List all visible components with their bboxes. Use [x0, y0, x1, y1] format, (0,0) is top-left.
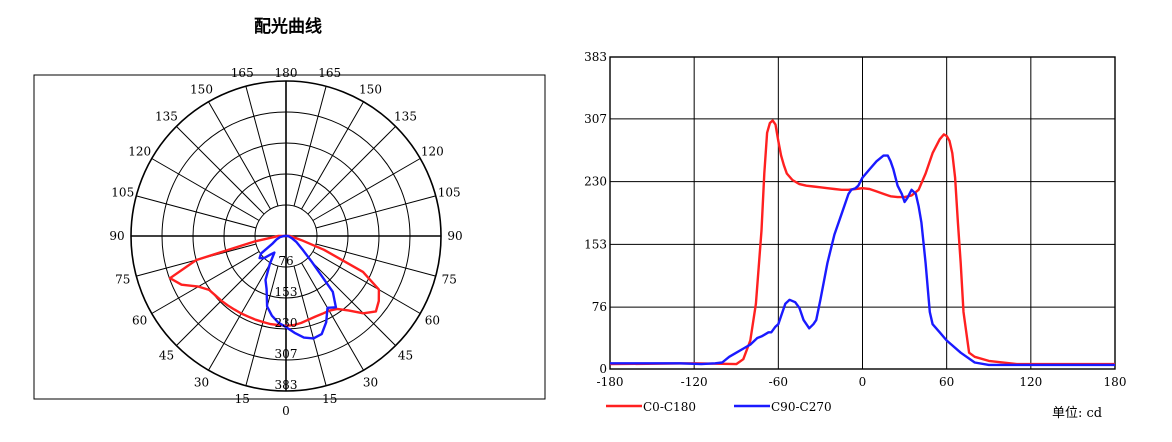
- angle-label: 45: [159, 349, 174, 363]
- polar-spoke: [245, 265, 279, 386]
- polar-spoke: [307, 126, 396, 215]
- angle-label: 150: [190, 83, 213, 97]
- polar-spoke: [307, 257, 396, 346]
- angle-label: 90: [109, 229, 124, 243]
- cartesian-grid: [609, 56, 1116, 370]
- y-tick-label: 230: [584, 175, 607, 189]
- radial-tick-label: 153: [275, 285, 298, 299]
- y-tick-label: 383: [584, 50, 607, 64]
- angle-label: 120: [421, 145, 444, 159]
- angle-label: 45: [398, 349, 413, 363]
- x-tick-label: -180: [597, 375, 624, 389]
- chart-title: 配光曲线: [254, 17, 322, 37]
- cartesian-series: [609, 119, 1115, 367]
- polar-spoke: [301, 262, 364, 371]
- x-tick-label: 180: [1104, 375, 1127, 389]
- polar-spoke: [315, 195, 436, 229]
- legend: C0-C180 C90-C270: [606, 400, 832, 414]
- radial-tick-label: 76: [278, 254, 293, 268]
- polar-spoke: [293, 86, 327, 207]
- angle-label: 60: [425, 314, 440, 328]
- polar-grid: [130, 80, 442, 392]
- angle-label: 75: [115, 273, 130, 287]
- radial-tick-label: 383: [275, 378, 298, 392]
- legend-label: C0-C180: [643, 400, 696, 414]
- polar-series-c90-c270: [258, 234, 338, 340]
- polar-chart: 1651501351201059075604530151651501351201…: [33, 66, 546, 418]
- y-tick-label: 153: [584, 237, 607, 251]
- x-tick-label: -120: [681, 375, 708, 389]
- angle-label: 165: [231, 66, 254, 80]
- x-tick-label: 120: [1019, 375, 1042, 389]
- radial-tick-label: 230: [275, 316, 298, 330]
- angle-label: 150: [359, 83, 382, 97]
- series-line-c90-c270: [610, 154, 1115, 367]
- angle-label: 75: [442, 273, 457, 287]
- polar-spoke: [245, 86, 279, 207]
- cartesian-labels: -180 -120 -60 0 60 120 180 0 76 153 230 307 383: [584, 50, 1126, 389]
- polar-spoke: [151, 158, 260, 221]
- angle-label: 30: [363, 375, 378, 389]
- polar-spoke: [176, 126, 265, 215]
- angle-label: 135: [394, 109, 417, 123]
- x-tick-label: 0: [859, 375, 867, 389]
- x-tick-label: 60: [939, 375, 954, 389]
- polar-spoke: [136, 195, 257, 229]
- polar-spoke: [315, 243, 436, 277]
- y-tick-label: 0: [599, 362, 607, 376]
- angle-label: 15: [322, 392, 337, 406]
- angle-label: 90: [447, 229, 462, 243]
- polar-spoke: [151, 251, 260, 314]
- polar-series-c0-c180: [168, 234, 381, 327]
- polar-spoke: [176, 257, 265, 346]
- polar-spoke: [301, 101, 364, 210]
- angle-label: 120: [128, 145, 151, 159]
- polar-spoke: [312, 158, 421, 221]
- angle-label: 30: [194, 375, 209, 389]
- angle-label: 15: [235, 392, 250, 406]
- angle-label: 105: [111, 185, 134, 199]
- angle-label: 135: [155, 109, 178, 123]
- y-tick-label: 76: [592, 300, 607, 314]
- polar-series: [168, 234, 381, 340]
- polar-spoke: [208, 262, 271, 371]
- unit-label: 单位: cd: [1052, 406, 1103, 421]
- angle-label: 60: [132, 314, 147, 328]
- polar-spoke: [312, 251, 421, 314]
- angle-label: 165: [318, 66, 341, 80]
- x-tick-label: -60: [769, 375, 788, 389]
- polar-spoke: [208, 101, 271, 210]
- radial-tick-label: 307: [275, 347, 298, 361]
- y-tick-label: 307: [584, 112, 607, 126]
- polar-spoke: [293, 265, 327, 386]
- angle-label: 180: [275, 66, 298, 80]
- plot-frame: [609, 56, 1116, 370]
- angle-label: 0: [282, 404, 290, 418]
- angle-label: 105: [438, 185, 461, 199]
- polar-labels: 1651501351201059075604530151651501351201…: [109, 66, 462, 418]
- polar-frame: [33, 74, 546, 400]
- legend-label: C90-C270: [771, 400, 832, 414]
